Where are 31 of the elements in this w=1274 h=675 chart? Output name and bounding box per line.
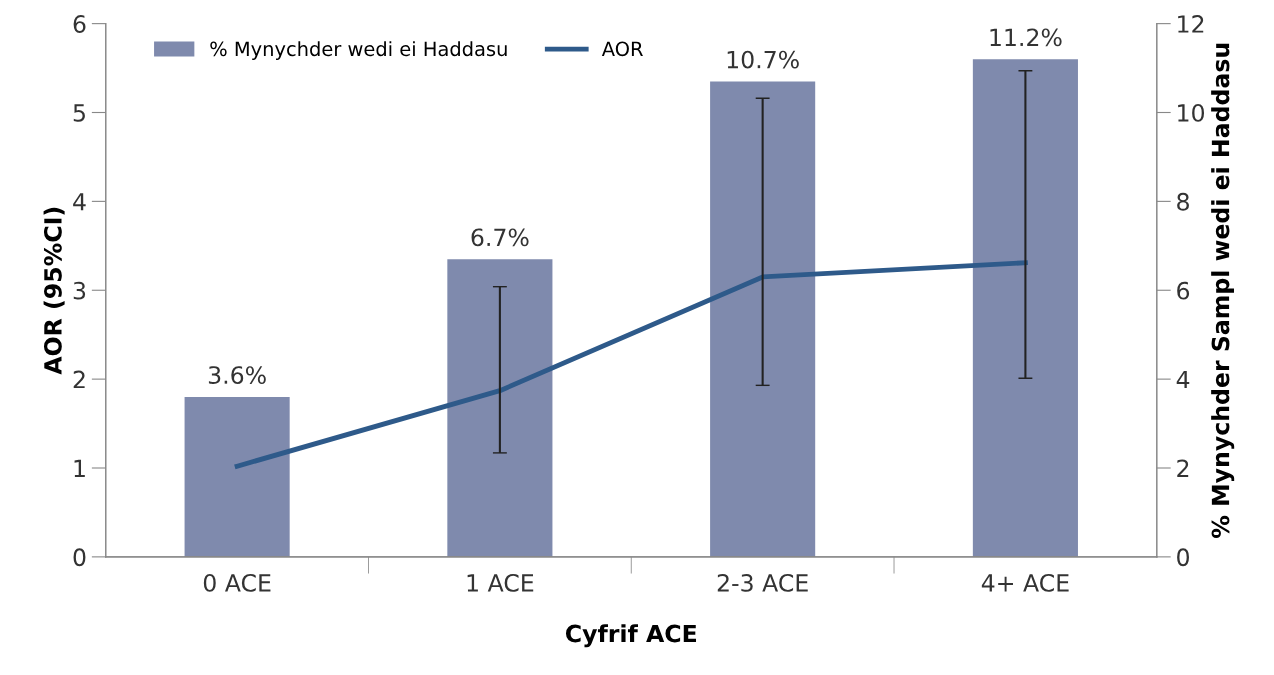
legend-label: % Mynychder wedi ei Haddasu <box>210 41 507 60</box>
y2-tick-label: 0 <box>1177 548 1189 567</box>
legend-label: AOR <box>601 41 643 57</box>
x-tick-label: 2-3 ACE <box>717 573 808 592</box>
y2-tick-label: 2 <box>1177 459 1189 477</box>
y2-axis-title: % Mynychder Sampl wedi ei Haddasu <box>1211 43 1235 538</box>
x-tick-label: 0 ACE <box>203 573 271 592</box>
y-tick-label: 1 <box>74 459 85 477</box>
y2-tick-label: 12 <box>1178 15 1204 33</box>
y-tick-label: 5 <box>73 104 85 122</box>
y-tick-label: 4 <box>73 193 86 211</box>
bar <box>710 81 816 557</box>
bar <box>972 59 1078 557</box>
y-tick-label: 0 <box>73 548 86 567</box>
y-tick-label: 6 <box>73 15 86 33</box>
y-tick-label: 3 <box>73 281 86 300</box>
data-label: 6.7% <box>471 228 529 247</box>
bar <box>447 259 553 557</box>
x-axis-title: Cyfrif ACE <box>565 624 697 648</box>
x-tick-label: 1 ACE <box>467 573 534 592</box>
bar <box>184 396 290 557</box>
data-label: 10.7% <box>727 50 799 69</box>
data-label: 11.2% <box>990 28 1062 47</box>
y-axis-title: AOR (95%CI) <box>43 207 65 375</box>
y2-tick-label: 8 <box>1177 192 1189 211</box>
x-tick-label: 4+ ACE <box>981 573 1069 592</box>
y2-tick-label: 10 <box>1178 103 1205 122</box>
y2-tick-label: 6 <box>1177 281 1190 300</box>
y-tick-label: 2 <box>73 370 85 389</box>
y2-tick-label: 4 <box>1176 370 1190 389</box>
data-label: 3.6% <box>208 366 266 384</box>
